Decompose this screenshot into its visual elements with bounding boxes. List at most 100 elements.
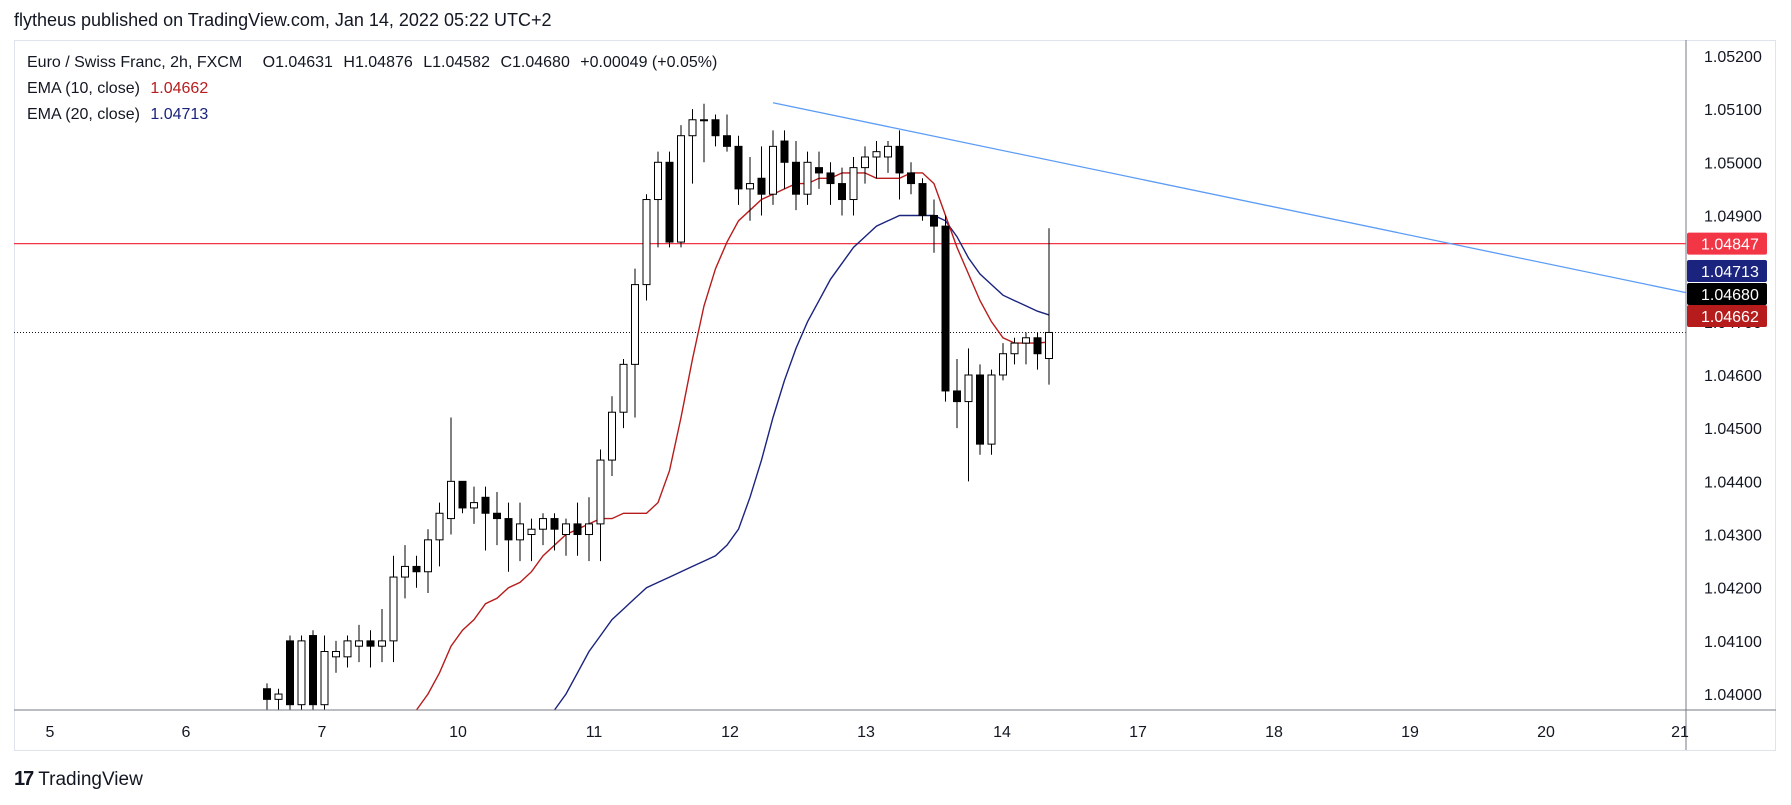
y-tick-label: 1.04600 [1704, 368, 1762, 385]
candle-body [654, 161, 662, 201]
candle-body [481, 496, 490, 514]
horizontal-level-price-tag: 1.04847 [1687, 232, 1767, 255]
candle-body [1033, 337, 1042, 355]
candle [757, 146, 766, 216]
candle [504, 502, 513, 572]
candle [723, 114, 731, 152]
candle-body [435, 512, 444, 541]
candle-body [263, 688, 271, 700]
candle-body [470, 502, 478, 509]
candle-body [964, 374, 973, 403]
y-tick-label: 1.04400 [1704, 474, 1762, 491]
candle [941, 215, 950, 402]
y-tick-label: 1.04100 [1704, 634, 1762, 651]
candle-body [493, 512, 501, 520]
candle [274, 688, 283, 710]
candle [297, 635, 306, 710]
x-tick-label: 10 [449, 724, 467, 741]
candle-body [389, 576, 398, 642]
candle [608, 396, 616, 477]
candle [355, 624, 363, 663]
candle-body [953, 390, 961, 403]
x-tick-label: 7 [318, 724, 327, 741]
candle [539, 513, 547, 546]
y-tick-label: 1.04500 [1704, 421, 1762, 438]
candle-body [585, 523, 593, 536]
candle [792, 141, 800, 211]
candle [378, 608, 386, 663]
ema10-legend[interactable]: EMA (10, close) 1.04662 [27, 80, 214, 98]
x-tick-label: 20 [1537, 724, 1555, 741]
price-tag-label: 1.04847 [1701, 237, 1759, 254]
candle [688, 109, 697, 184]
candle [309, 630, 317, 710]
price-tag-label: 1.04680 [1701, 287, 1759, 304]
candle-body [309, 635, 317, 706]
candle-body [746, 183, 754, 190]
candle-body [838, 183, 846, 201]
ema20-line [553, 214, 1050, 711]
ema20-legend[interactable]: EMA (20, close) 1.04713 [27, 106, 214, 124]
chart-frame[interactable] [14, 40, 1776, 751]
candle [585, 497, 593, 562]
candle-body [504, 518, 513, 541]
ema10-label: EMA (10, close) [27, 80, 140, 97]
candle-body [642, 199, 651, 286]
tradingview-brand[interactable]: 17 TradingView [14, 768, 143, 791]
candle [286, 635, 294, 710]
close-key: C [500, 54, 512, 71]
price-tag-bg [1687, 305, 1767, 327]
x-tick-label: 13 [857, 724, 875, 741]
candle [424, 529, 432, 594]
candle [435, 502, 444, 567]
ema10-line [415, 172, 1050, 711]
candle [930, 199, 938, 253]
candle [562, 518, 570, 556]
x-tick-label: 6 [182, 724, 191, 741]
candle [343, 635, 352, 668]
candle [366, 630, 375, 668]
last-close-price-tag: 1.04680 [1687, 283, 1767, 305]
candle [780, 130, 789, 189]
price-tag-label: 1.04662 [1701, 309, 1759, 326]
candle-body [918, 183, 927, 216]
symbol-legend[interactable]: Euro / Swiss Franc, 2h, FXCM O1.04631 H1… [27, 54, 723, 72]
candle-body [550, 518, 559, 530]
candle-body [757, 177, 766, 195]
candle-body [803, 161, 812, 195]
candle-body [562, 523, 570, 536]
candle-body [849, 167, 858, 201]
price-tag-bg [1687, 283, 1767, 305]
candle [1010, 337, 1019, 365]
candle [1045, 228, 1053, 385]
candle [1022, 332, 1030, 365]
y-tick-label: 1.04300 [1704, 528, 1762, 545]
close-value: 1.04680 [512, 54, 570, 71]
candle [964, 348, 973, 482]
symbol-title: Euro / Swiss Franc, 2h, FXCM [27, 54, 243, 71]
candle [884, 141, 892, 173]
candle [401, 545, 409, 599]
candle-body [734, 145, 743, 190]
candle-body [941, 225, 950, 392]
candle-body [884, 145, 892, 158]
candle [838, 167, 846, 216]
candle-body [447, 480, 455, 520]
candle [976, 364, 984, 455]
candle-body [976, 374, 984, 445]
candle-body [999, 353, 1007, 376]
y-tick-label: 1.04900 [1704, 208, 1762, 225]
y-tick-label: 1.05100 [1704, 102, 1762, 119]
candle-body [286, 640, 294, 706]
candle [470, 486, 478, 524]
candle [895, 130, 904, 200]
candle [746, 156, 754, 221]
candle-body [780, 140, 789, 163]
y-tick-label: 1.05200 [1704, 49, 1762, 66]
candle-body [677, 135, 685, 243]
x-tick-label: 5 [46, 724, 55, 741]
candle [734, 135, 743, 205]
candle-body [987, 374, 996, 445]
candle-body [619, 363, 628, 413]
